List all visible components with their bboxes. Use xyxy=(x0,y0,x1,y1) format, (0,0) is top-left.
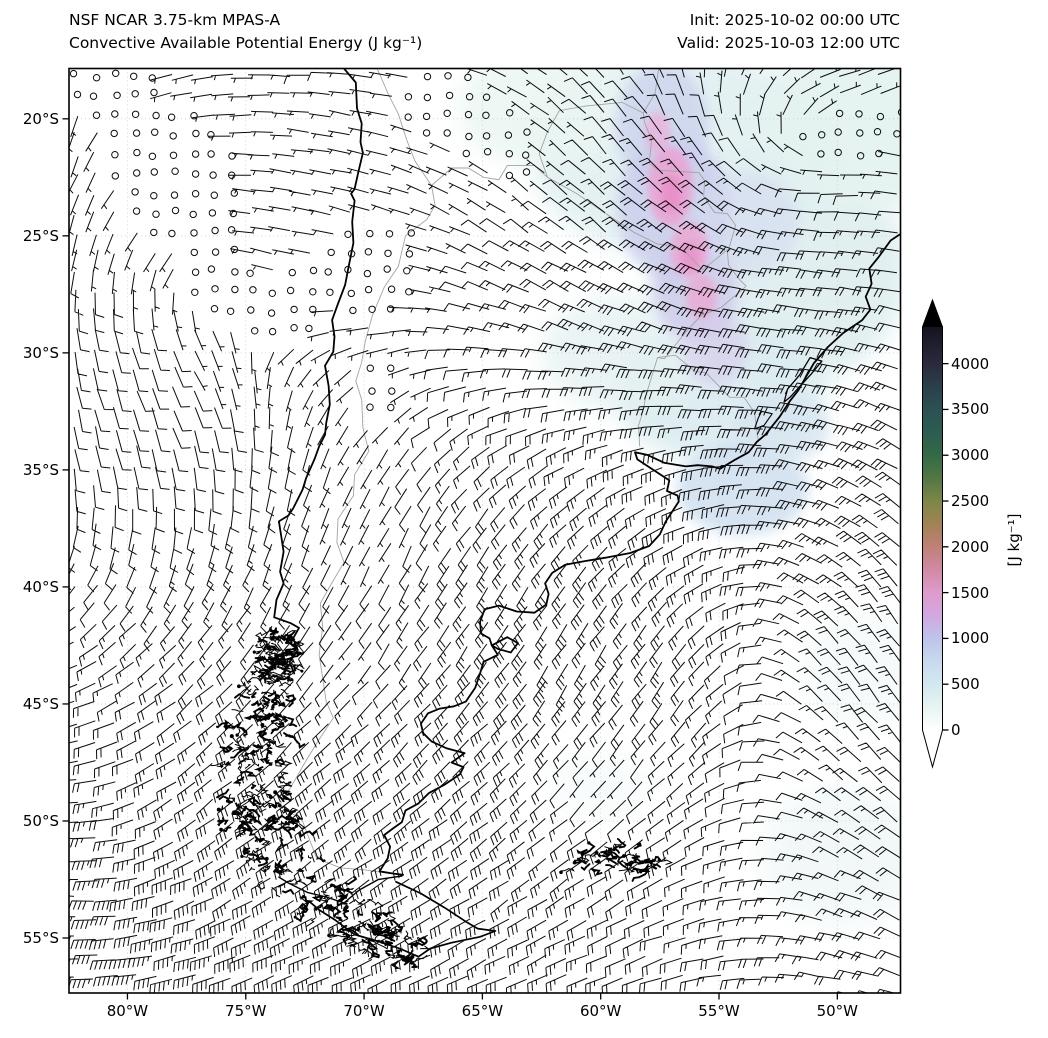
colorbar-tick-label: 3000 xyxy=(951,446,990,465)
colorbar-tick-label: 4000 xyxy=(951,354,990,373)
wind-barbs-layer xyxy=(69,68,901,993)
lon-tick-label: 55°W xyxy=(698,1002,740,1020)
valid-time-label: Valid: 2025-10-03 12:00 UTC xyxy=(677,34,900,52)
colorbar-tick-label: 0 xyxy=(951,721,961,739)
init-time-label: Init: 2025-10-02 00:00 UTC xyxy=(689,11,900,29)
lon-tick-label: 60°W xyxy=(579,1002,622,1020)
plot-title-block: NSF NCAR 3.75-km MPAS-A Convective Avail… xyxy=(69,9,422,55)
colorbar-tick-label: 3500 xyxy=(951,400,990,419)
lat-tick-label: 25°S xyxy=(22,226,59,245)
lon-tick-label: 75°W xyxy=(225,1002,267,1020)
lat-tick-label: 45°S xyxy=(22,694,59,713)
colorbar-tick-label: 1000 xyxy=(951,629,990,648)
variable-title: Convective Available Potential Energy (J… xyxy=(69,34,423,52)
colorbar-unit-label: [J kg⁻¹] xyxy=(1005,513,1023,567)
lat-tick-label: 55°S xyxy=(22,928,59,947)
lat-tick-label: 30°S xyxy=(22,343,59,362)
lon-tick-label: 70°W xyxy=(343,1002,385,1020)
lon-tick-label: 65°W xyxy=(461,1002,504,1020)
lon-tick-label: 50°W xyxy=(816,1002,859,1020)
colorbar-tick-label: 2000 xyxy=(951,537,990,556)
lat-tick-label: 40°S xyxy=(22,577,59,596)
lat-tick-label: 35°S xyxy=(22,460,59,479)
colorbar-tick-label: 1500 xyxy=(951,583,990,602)
lon-tick-label: 80°W xyxy=(106,1002,149,1020)
colorbar-tick-label: 2500 xyxy=(951,492,990,511)
model-name-title: NSF NCAR 3.75-km MPAS-A xyxy=(69,11,281,29)
colorbar-tick-label: 500 xyxy=(951,675,980,694)
axes-frame xyxy=(62,67,902,1000)
colorbar xyxy=(922,298,949,769)
lat-tick-label: 20°S xyxy=(22,109,59,128)
validity-block: Init: 2025-10-02 00:00 UTC Valid: 2025-1… xyxy=(500,9,900,55)
lat-tick-label: 50°S xyxy=(22,811,59,830)
